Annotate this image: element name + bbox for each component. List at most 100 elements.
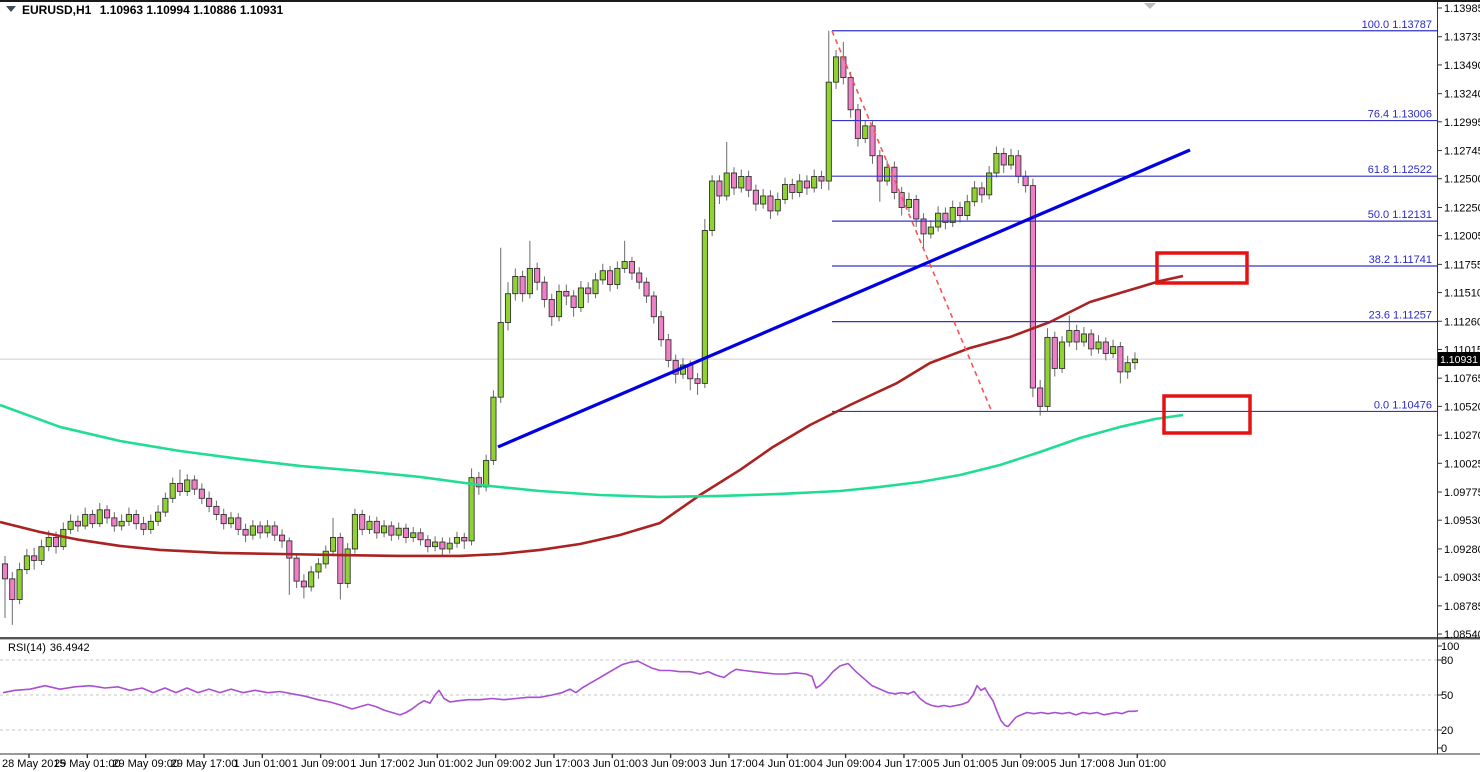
candle	[388, 525, 395, 536]
time-axis-label: 3 Jun 09:00	[642, 758, 700, 770]
candle	[293, 557, 300, 582]
candle	[1131, 358, 1138, 364]
candle	[1051, 336, 1058, 369]
candle	[89, 513, 96, 525]
rsi-name: RSI(14)	[8, 642, 46, 654]
time-axis-label: 29 May 01:00	[54, 758, 121, 770]
candle	[242, 528, 249, 536]
price-axis-label: 1.13985	[1444, 3, 1480, 15]
price-axis-label: 1.09280	[1444, 544, 1480, 556]
time-axis-label: 5 Jun 09:00	[992, 758, 1050, 770]
candle	[665, 339, 672, 361]
candle	[752, 189, 759, 205]
moving-averages-layer	[0, 274, 1184, 558]
candle	[585, 287, 592, 295]
time-axis-label: 1 Jun 09:00	[292, 758, 350, 770]
time-axis-label: 28 May 2015	[2, 758, 66, 770]
candle	[461, 536, 468, 542]
candle	[31, 555, 38, 561]
fib-label: 0.0 1.10476	[1374, 399, 1432, 411]
candle	[650, 295, 657, 318]
candle	[898, 192, 905, 208]
candle	[1102, 341, 1109, 354]
pane-separator[interactable]	[0, 637, 1480, 640]
highlight-box[interactable]	[1162, 394, 1252, 435]
chart-title: EURUSD,H1 1.10963 1.10994 1.10886 1.10931	[22, 3, 284, 17]
trendline-red-dashed[interactable]	[831, 30, 993, 413]
candle	[927, 226, 934, 235]
current-price-badge-text: 1.10931	[1440, 354, 1478, 366]
candle	[67, 520, 74, 530]
candle	[636, 272, 643, 283]
fib-label: 38.2 1.11741	[1369, 254, 1432, 266]
candle	[1022, 175, 1029, 187]
symbol-period-label: EURUSD,H1	[22, 3, 92, 17]
price-axis-label: 1.12995	[1444, 117, 1480, 129]
candle	[905, 198, 913, 208]
candle	[913, 198, 920, 220]
trendlines-layer[interactable]	[497, 30, 1191, 449]
candle	[825, 81, 832, 182]
candle	[140, 523, 147, 530]
candle	[1029, 185, 1036, 389]
candle	[104, 509, 111, 519]
candle	[417, 532, 424, 541]
time-axis-label: 29 May 17:00	[171, 758, 238, 770]
candle	[956, 207, 964, 216]
chart-shift-icon[interactable]	[1144, 3, 1156, 9]
fibonacci-layer[interactable]: 100.0 1.13787 76.4 1.13006 61.8 1.12522 50.…	[832, 19, 1437, 413]
price-axis-label: 1.08785	[1444, 601, 1480, 613]
price-axis-label: 1.12250	[1444, 202, 1480, 214]
candle	[475, 477, 482, 488]
candle	[16, 569, 23, 600]
candle	[658, 316, 665, 341]
candle	[432, 541, 439, 548]
trendline-blue[interactable]	[497, 148, 1191, 449]
candle	[118, 520, 125, 527]
candle	[366, 520, 373, 530]
highlight-box[interactable]	[1155, 251, 1249, 285]
candle	[264, 525, 271, 534]
candle	[781, 184, 789, 200]
candle	[395, 527, 402, 536]
candle	[497, 321, 504, 398]
candle	[745, 175, 752, 191]
candle	[1095, 341, 1102, 350]
collapse-arrow-icon[interactable]	[6, 6, 16, 12]
candle	[891, 166, 898, 193]
rsi-value: 36.4942	[50, 642, 90, 654]
candle	[789, 184, 796, 193]
candle	[439, 541, 446, 550]
candle	[381, 525, 388, 534]
rsi-indicator-label: RSI(14) 36.4942	[8, 642, 90, 654]
price-axis-label: 1.09530	[1444, 515, 1480, 527]
candle	[884, 166, 891, 182]
candle	[592, 279, 599, 295]
candle	[402, 527, 410, 538]
candle	[504, 293, 512, 323]
candle	[220, 513, 227, 525]
highlight-boxes-layer[interactable]	[1155, 251, 1252, 435]
candle	[483, 459, 490, 488]
candle	[942, 212, 949, 223]
time-axis-label: 8 Jun 01:00	[1109, 758, 1167, 770]
candle	[1110, 346, 1117, 354]
price-axis-label: 1.08540	[1444, 629, 1480, 641]
candle	[337, 536, 344, 584]
candle	[1124, 362, 1131, 373]
candle	[300, 580, 307, 588]
ma-red-line	[0, 274, 1184, 558]
candle	[716, 180, 723, 197]
price-axis-label: 1.10520	[1444, 401, 1480, 413]
candle	[82, 513, 89, 527]
candle	[577, 287, 584, 308]
time-axis-label: 4 Jun 17:00	[875, 758, 933, 770]
candle	[410, 532, 417, 538]
candle	[1000, 152, 1007, 166]
candle	[534, 267, 541, 283]
candle	[614, 267, 621, 285]
